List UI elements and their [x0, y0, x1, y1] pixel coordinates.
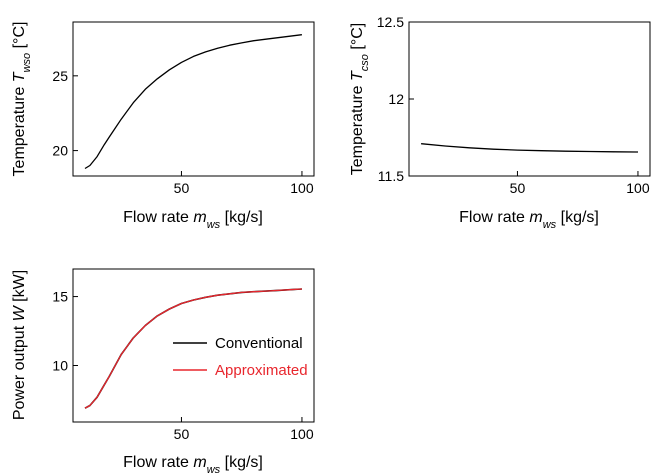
x-axis-label: Flow rate mws [kg/s]: [123, 209, 263, 231]
x-axis-label: Flow rate mws [kg/s]: [459, 209, 599, 231]
x-tick-label: 100: [626, 180, 650, 196]
chart-panel-1: 50 100 20 25 Flow rate mws [kg/s] Temperature…: [11, 21, 315, 231]
plot-frame: [408, 21, 651, 177]
x-tick-label: 100: [290, 180, 314, 196]
series-line-1: [84, 34, 302, 170]
y-tick-label: 12.5: [377, 14, 404, 30]
x-tick-label: 100: [290, 426, 314, 442]
y-axis-label: Temperature Tcso [°C]: [349, 23, 371, 175]
plot-frame: [72, 268, 315, 423]
series-line-approximated: [84, 288, 302, 409]
y-tick-label: 15: [52, 289, 68, 305]
y-tick-label: 10: [52, 357, 68, 373]
chart-panel-2: 50 100 11.5 12 12.5 Flow rate mws [kg/s] Tempe…: [349, 14, 651, 231]
y-tick-label: 11.5: [378, 168, 404, 184]
legend-label: Approximated: [215, 362, 308, 379]
legend-label: Conventional: [215, 335, 303, 352]
series-line-1: [421, 143, 639, 153]
x-tick-label: 50: [174, 180, 190, 196]
y-tick-label: 20: [52, 143, 68, 159]
chart-panel-3: 50 100 10 15 Flow rate mws [kg/s] Power outpu…: [11, 268, 315, 474]
y-tick-label: 12: [388, 91, 404, 107]
legend: Conventional Approximated: [173, 335, 308, 379]
y-tick-label: 25: [52, 68, 68, 84]
y-axis-label: Power output W [kW]: [11, 270, 28, 420]
x-axis-label: Flow rate mws [kg/s]: [123, 454, 263, 474]
x-tick-label: 50: [174, 426, 190, 442]
plot-frame: [72, 21, 315, 177]
y-axis-label: Temperature Twso [°C]: [11, 22, 33, 177]
x-tick-label: 50: [510, 180, 526, 196]
